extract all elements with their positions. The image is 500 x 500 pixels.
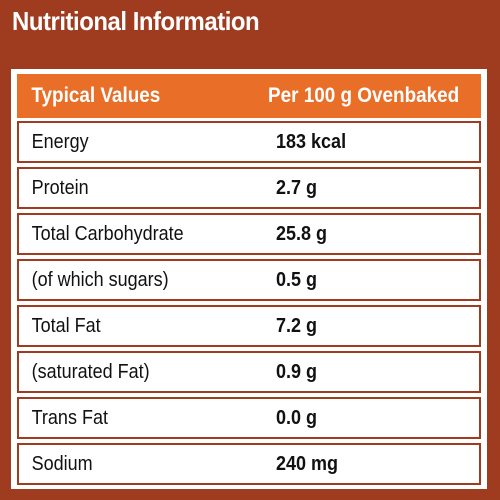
nutrition-table: Typical Values Per 100 g Ovenbaked Energ…	[17, 74, 481, 489]
table-row: (saturated Fat) 0.9 g	[17, 351, 481, 393]
nutrient-value: 0.0 g	[276, 406, 318, 429]
nutrient-value: 2.7 g	[276, 176, 318, 199]
table-row: Protein 2.7 g	[17, 167, 481, 209]
nutrient-name: Total Carbohydrate	[31, 222, 184, 245]
table-header: Typical Values Per 100 g Ovenbaked	[17, 74, 481, 118]
nutrient-name: Energy	[31, 130, 89, 153]
nutrient-value: 0.5 g	[276, 268, 318, 291]
nutrient-name: Trans Fat	[31, 406, 108, 429]
nutrient-name: (of which sugars)	[31, 268, 169, 291]
nutrient-name: Total Fat	[31, 314, 101, 337]
nutrient-value: 0.9 g	[276, 360, 318, 383]
nutrient-value: 240 mg	[276, 452, 339, 475]
table-row: Energy 183 kcal	[17, 121, 481, 163]
table-row: (of which sugars) 0.5 g	[17, 259, 481, 301]
header-per-100g: Per 100 g Ovenbaked	[267, 84, 459, 107]
page-title: Nutritional Information	[12, 6, 260, 36]
nutrient-value: 7.2 g	[276, 314, 318, 337]
header-typical-values: Typical Values	[31, 84, 161, 107]
nutrient-name: (saturated Fat)	[31, 360, 150, 383]
nutrient-name: Sodium	[31, 452, 93, 475]
nutrient-value: 25.8 g	[276, 222, 328, 245]
table-row: Total Fat 7.2 g	[17, 305, 481, 347]
table-row: Sodium 240 mg	[17, 443, 481, 485]
nutrient-name: Protein	[31, 176, 89, 199]
table-row: Trans Fat 0.0 g	[17, 397, 481, 439]
table-row: Total Carbohydrate 25.8 g	[17, 213, 481, 255]
nutrient-value: 183 kcal	[276, 130, 347, 153]
nutrition-panel: Typical Values Per 100 g Ovenbaked Energ…	[11, 69, 487, 489]
